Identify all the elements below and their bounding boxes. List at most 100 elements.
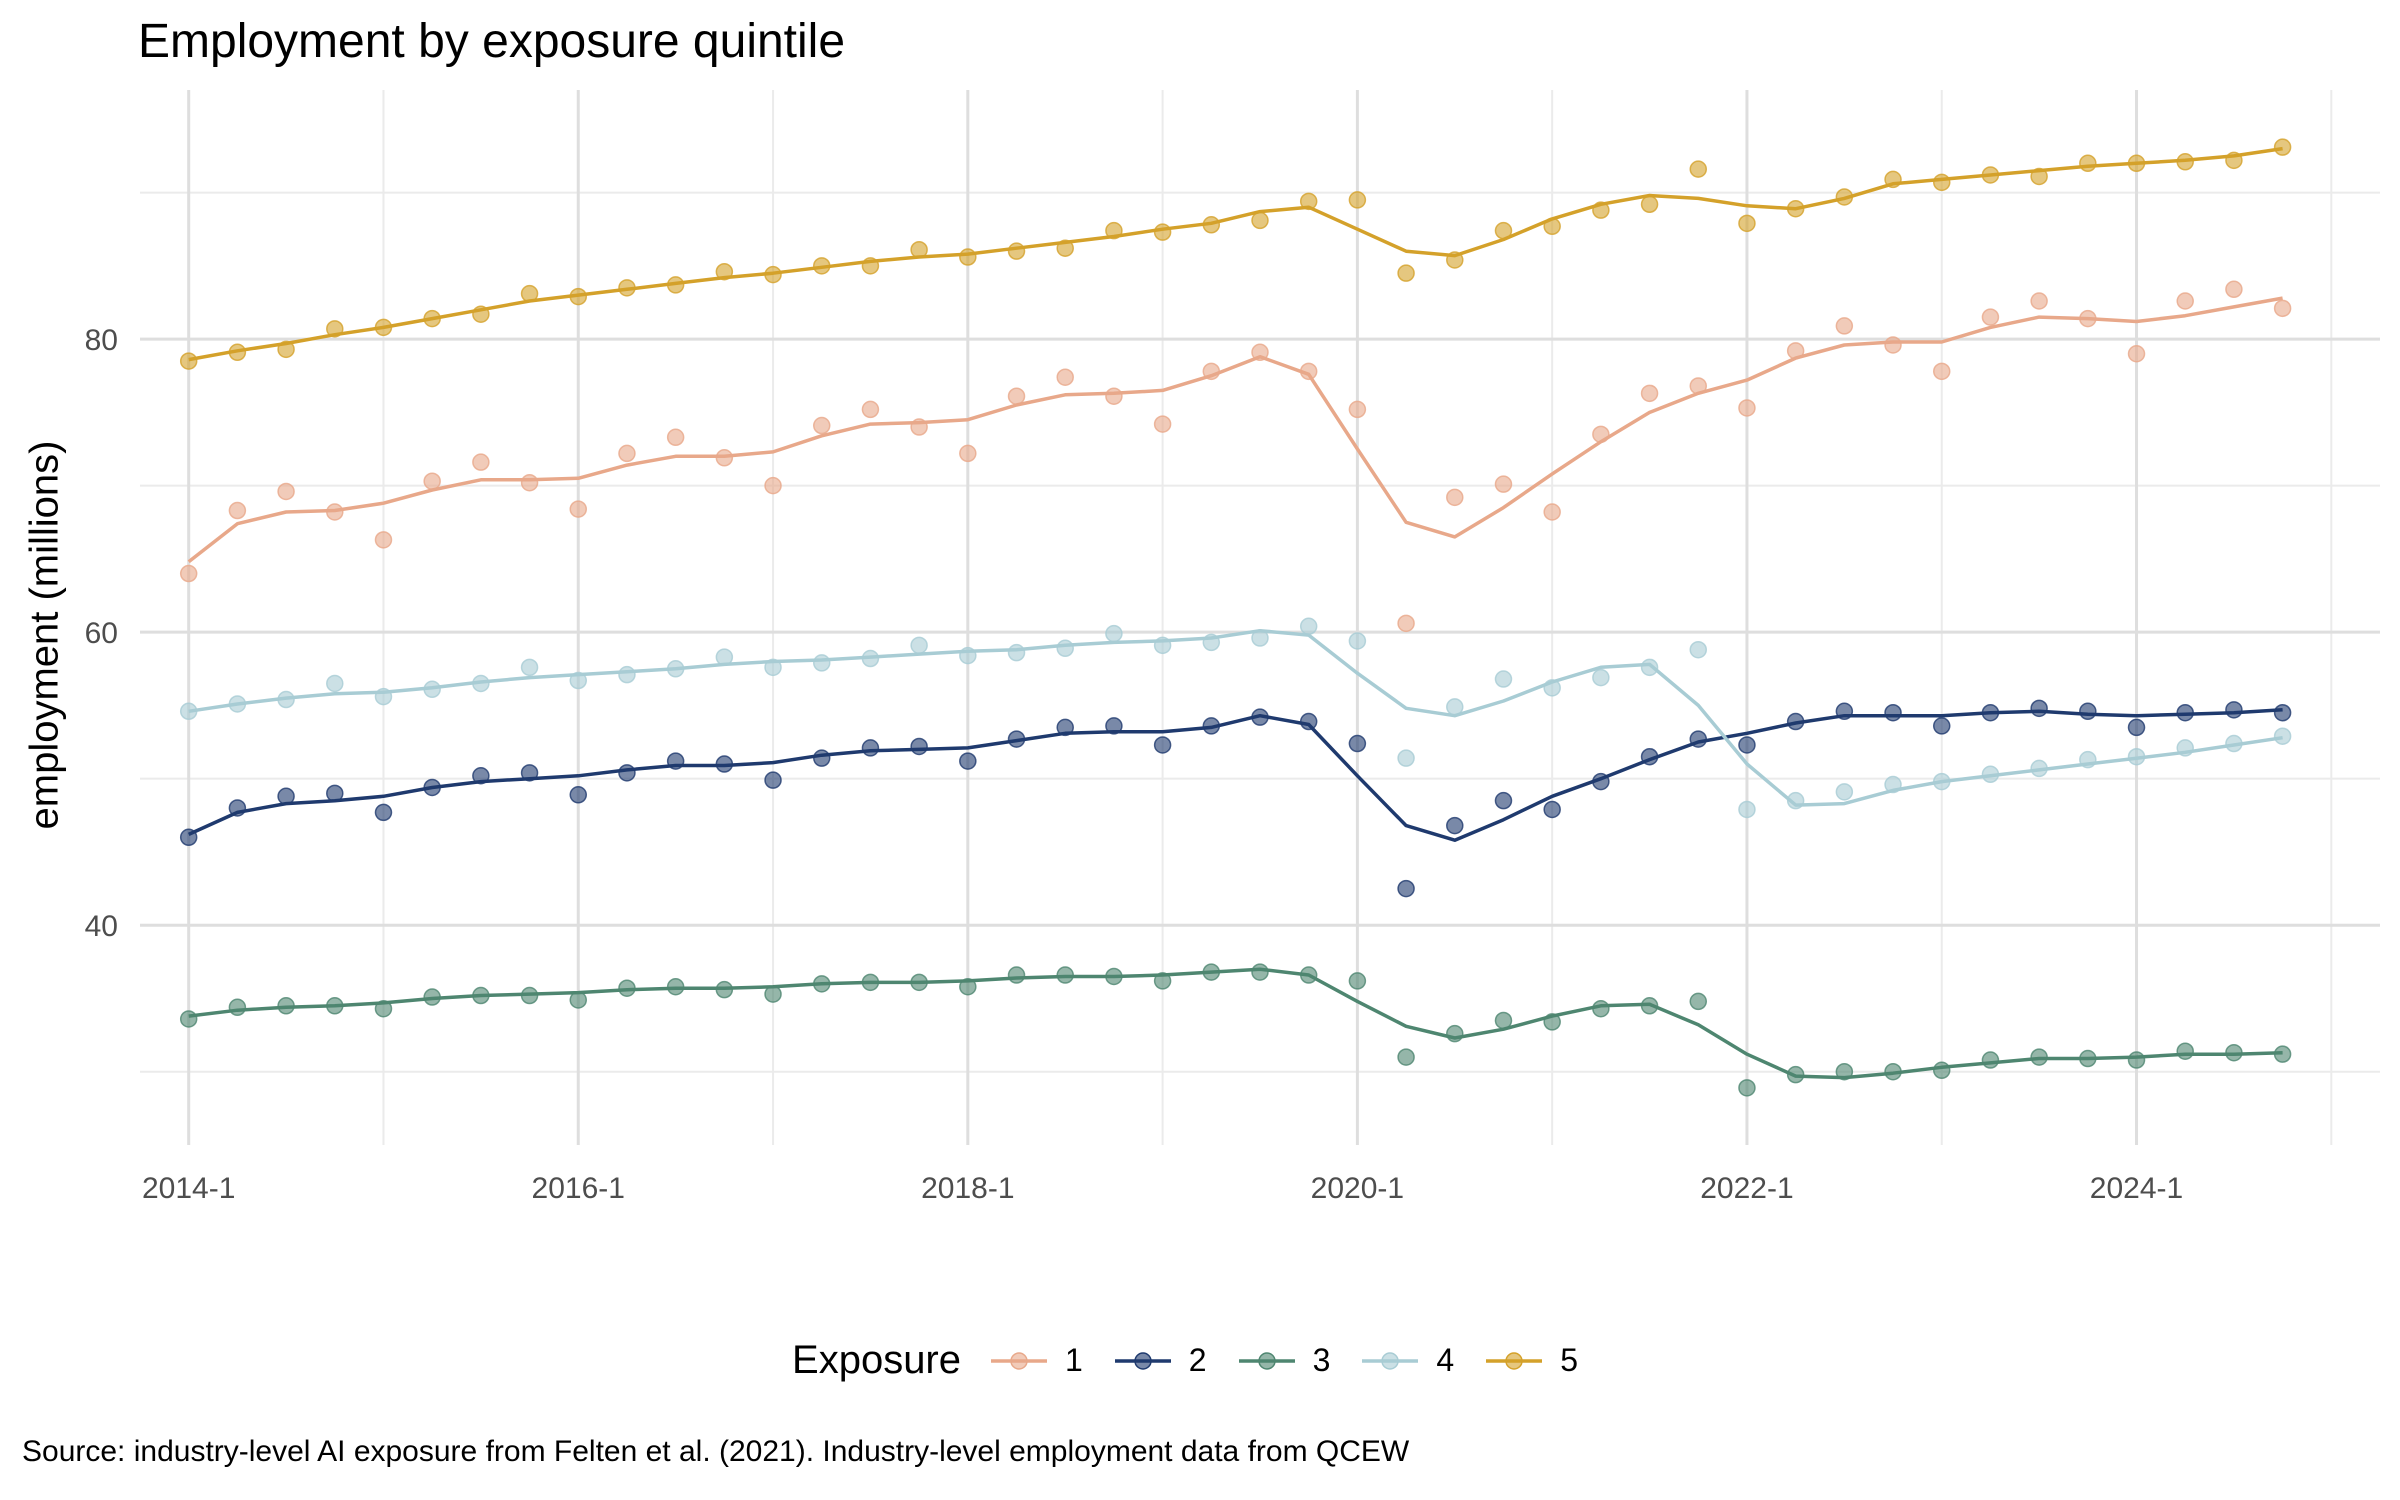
data-point-series-3 bbox=[1738, 1079, 1756, 1097]
x-tick-label: 2020-1 bbox=[1311, 1172, 1404, 1205]
grid bbox=[140, 90, 2380, 1145]
data-point-series-2 bbox=[569, 786, 588, 804]
data-point-series-2 bbox=[1397, 879, 1415, 898]
data-point-series-5 bbox=[1689, 160, 1708, 178]
legend-key-point bbox=[1010, 1351, 1028, 1370]
data-point-series-4 bbox=[1494, 670, 1513, 688]
data-point-series-2 bbox=[812, 749, 831, 767]
data-point-series-2 bbox=[1348, 734, 1367, 753]
data-point-series-4 bbox=[326, 674, 344, 693]
data-point-series-4 bbox=[910, 636, 928, 655]
data-point-series-4 bbox=[1348, 632, 1367, 650]
data-point-series-2 bbox=[764, 771, 782, 789]
data-point-series-5 bbox=[1348, 191, 1367, 209]
data-point-series-1 bbox=[618, 444, 636, 463]
data-point-series-1 bbox=[1981, 308, 2000, 326]
legend: Exposure 1 2 3 4 5 bbox=[0, 1338, 2400, 1383]
x-tick-label: 2024-1 bbox=[2090, 1172, 2183, 1205]
data-point-series-2 bbox=[1299, 712, 1318, 731]
data-point-series-2 bbox=[374, 803, 393, 822]
y-tick-label: 80 bbox=[85, 324, 118, 357]
data-point-series-4 bbox=[1007, 643, 1026, 662]
series-4 bbox=[179, 617, 2292, 819]
legend-key-point bbox=[1257, 1351, 1276, 1370]
data-point-series-2 bbox=[2127, 718, 2146, 737]
legend-item-1: 1 bbox=[989, 1342, 1083, 1379]
data-point-series-1 bbox=[179, 564, 198, 583]
data-point-series-4 bbox=[1689, 640, 1708, 659]
data-point-series-4 bbox=[1056, 639, 1074, 658]
data-point-series-3 bbox=[2127, 1051, 2146, 1069]
data-point-series-1 bbox=[228, 501, 247, 520]
data-point-series-5 bbox=[1251, 211, 1269, 230]
data-point-series-1 bbox=[1738, 399, 1756, 417]
data-point-series-2 bbox=[2225, 701, 2243, 719]
legend-key-point bbox=[1381, 1351, 1400, 1370]
data-point-series-3 bbox=[1348, 972, 1367, 990]
legend-key-point bbox=[1505, 1351, 1523, 1370]
data-point-series-1 bbox=[2127, 345, 2146, 363]
data-point-series-5 bbox=[1153, 223, 1172, 241]
data-point-series-3 bbox=[179, 1010, 198, 1028]
data-point-series-1 bbox=[1105, 387, 1123, 405]
data-point-series-5 bbox=[2079, 154, 2097, 173]
data-point-series-1 bbox=[1884, 336, 1902, 354]
data-point-series-5 bbox=[1397, 264, 1415, 282]
data-point-series-4 bbox=[1105, 624, 1123, 643]
legend-title: Exposure bbox=[792, 1338, 961, 1382]
data-point-series-1 bbox=[2176, 292, 2194, 310]
data-point-series-4 bbox=[2273, 727, 2292, 745]
data-point-series-1 bbox=[520, 473, 539, 492]
y-tick-label: 40 bbox=[85, 910, 118, 943]
data-point-series-1 bbox=[472, 453, 490, 471]
data-point-series-1 bbox=[1640, 384, 1659, 403]
series-1 bbox=[179, 280, 2292, 633]
data-point-series-1 bbox=[666, 428, 685, 447]
data-point-series-2 bbox=[1446, 816, 1464, 835]
data-point-series-3 bbox=[1153, 972, 1172, 990]
legend-label: 2 bbox=[1188, 1342, 1207, 1378]
data-point-series-5 bbox=[1007, 242, 1026, 260]
data-point-series-2 bbox=[1056, 718, 1074, 737]
data-point-series-1 bbox=[277, 482, 295, 501]
x-tick-label: 2018-1 bbox=[921, 1172, 1014, 1205]
series-group bbox=[179, 138, 2292, 1097]
data-point-series-1 bbox=[1056, 368, 1074, 386]
legend-item-5: 5 bbox=[1484, 1342, 1578, 1379]
legend-item-4: 4 bbox=[1360, 1342, 1454, 1379]
legend-item-2: 2 bbox=[1113, 1342, 1207, 1379]
data-point-series-3 bbox=[1932, 1061, 1951, 1080]
data-point-series-5 bbox=[1299, 192, 1318, 211]
data-point-series-1 bbox=[1446, 488, 1464, 507]
data-point-series-2 bbox=[2030, 699, 2048, 718]
data-point-series-5 bbox=[1932, 173, 1951, 192]
data-point-series-3 bbox=[1689, 992, 1708, 1011]
legend-label: 4 bbox=[1436, 1342, 1455, 1378]
data-point-series-5 bbox=[959, 248, 977, 266]
data-point-series-1 bbox=[812, 416, 831, 435]
data-point-series-1 bbox=[1494, 475, 1513, 493]
data-point-series-2 bbox=[1543, 800, 1561, 819]
data-point-series-1 bbox=[861, 400, 880, 419]
chart-title: Employment by exposure quintile bbox=[138, 15, 846, 68]
data-point-series-1 bbox=[2225, 280, 2243, 299]
data-point-series-2 bbox=[959, 752, 977, 770]
data-point-series-1 bbox=[764, 476, 782, 495]
data-point-series-2 bbox=[1738, 736, 1756, 754]
legend-key-2 bbox=[1114, 1351, 1171, 1370]
data-point-series-1 bbox=[1007, 387, 1026, 405]
data-point-series-1 bbox=[1251, 343, 1269, 362]
series-5 bbox=[179, 138, 2292, 370]
data-point-series-2 bbox=[1932, 717, 1951, 735]
data-point-series-1 bbox=[2030, 292, 2048, 310]
trend-line-series-5 bbox=[188, 146, 2283, 362]
data-point-series-2 bbox=[618, 764, 636, 782]
line-chart: 40 60 80 2014-1 2016-1 2018-1 2020-1 2022-1 202… bbox=[85, 90, 2380, 1205]
legend-item-3: 3 bbox=[1237, 1342, 1330, 1379]
data-point-series-4 bbox=[1592, 668, 1610, 687]
data-point-series-5 bbox=[2273, 138, 2292, 156]
data-point-series-2 bbox=[861, 739, 880, 757]
legend-key-5 bbox=[1486, 1351, 1543, 1370]
x-tick-label: 2014-1 bbox=[142, 1172, 235, 1205]
data-point-series-3 bbox=[228, 998, 247, 1017]
